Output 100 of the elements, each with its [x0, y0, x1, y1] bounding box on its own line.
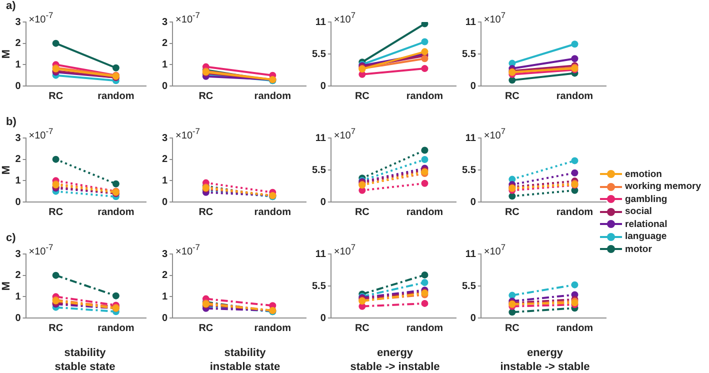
legend-label: motor	[625, 244, 652, 255]
y-tick-label: 0	[470, 196, 476, 208]
annotation: ×10$^{7}$	[334, 10, 356, 26]
x-tick-label: random	[254, 90, 292, 102]
y-tick-label: 0	[320, 80, 326, 92]
x-tick-label: random	[98, 206, 134, 218]
x-tick-label: RC	[48, 206, 64, 218]
y-tick-label: 0	[162, 312, 168, 324]
y-tick-label: 0	[470, 312, 476, 324]
legend-label: relational	[625, 218, 668, 230]
y-tick-label: 0	[15, 196, 22, 208]
annotation: ×10$^{7}$	[334, 126, 356, 142]
point	[421, 271, 428, 278]
x-axis-title: energy instable -> stable	[499, 346, 591, 373]
x-tick-label: random	[254, 322, 292, 334]
y-tick-label: 1	[162, 291, 168, 302]
point	[421, 279, 428, 286]
annotation: ×10$^{-7}$	[28, 126, 54, 142]
x-tick-label: RC	[48, 322, 64, 334]
point	[421, 65, 428, 72]
annotation: ×10$^{-7}$	[176, 126, 200, 142]
point	[52, 156, 60, 163]
y-tick-label: 1	[162, 175, 168, 186]
x-tick-label: random	[556, 322, 594, 334]
y-tick-label: 1	[15, 291, 22, 302]
annotation: ×10$^{-7}$	[28, 10, 54, 26]
y-tick-label: 5.5	[462, 48, 476, 60]
annotation: ×10$^{-7}$	[28, 242, 54, 258]
x-tick-label: RC	[48, 90, 64, 102]
y-tick-label: 3	[15, 16, 22, 28]
x-tick-label: random	[98, 322, 134, 334]
y-tick-label: 1	[162, 59, 168, 70]
x-tick-label: random	[556, 206, 594, 218]
x-tick-label: random	[406, 322, 444, 334]
point	[112, 292, 120, 300]
legend-label: social	[625, 206, 652, 218]
point	[112, 64, 120, 72]
y-tick-label: 2	[162, 270, 168, 282]
y-tick-label: 11	[315, 132, 326, 144]
y-tick-label: 0	[162, 196, 168, 208]
point	[421, 48, 428, 56]
annotation: ×10$^{7}$	[334, 242, 356, 258]
annotation: ×10$^{-7}$	[176, 10, 200, 26]
annotation: ×10$^{7}$	[484, 10, 506, 26]
point	[52, 272, 60, 279]
y-tick-label: 5.5	[312, 164, 326, 176]
point	[508, 292, 516, 299]
x-tick-label: random	[556, 90, 594, 102]
y-tick-label: 0	[15, 80, 22, 92]
y-tick-label: 2	[15, 270, 22, 282]
point	[421, 300, 428, 307]
point	[421, 180, 428, 187]
point	[571, 281, 578, 288]
point	[421, 156, 428, 164]
y-tick-label: 11	[315, 16, 326, 28]
point	[571, 157, 578, 164]
y-tick-label: 11	[465, 248, 476, 260]
x-tick-label: RC	[198, 90, 214, 102]
y-tick-label: 1	[15, 59, 22, 70]
y-tick-label: 3	[15, 248, 22, 260]
point	[421, 38, 428, 46]
point	[571, 40, 578, 48]
y-tick-label: 11	[315, 248, 326, 260]
y-tick-label: 2	[15, 38, 22, 50]
y-tick-label: 3	[162, 248, 168, 260]
x-tick-label: RC	[504, 90, 520, 102]
y-tick-label: 0	[15, 312, 22, 324]
y-tick-label: 2	[15, 154, 22, 166]
x-tick-label: RC	[198, 206, 214, 218]
annotation: ×10$^{-7}$	[176, 242, 200, 258]
y-tick-label: 0	[470, 80, 476, 92]
y-axis-title: M	[0, 281, 13, 291]
y-tick-label: 0	[320, 196, 326, 208]
point	[52, 40, 60, 47]
x-axis-title: stability stable state	[54, 346, 116, 373]
legend-label: working memory	[625, 181, 702, 192]
chart-title: b)	[6, 116, 16, 128]
x-axis-title: stability instable state	[208, 346, 282, 373]
y-tick-label: 5.5	[312, 280, 326, 292]
point	[421, 55, 428, 62]
y-tick-label: 5.5	[462, 164, 476, 176]
y-tick-label: 11	[465, 132, 476, 144]
legend-label: language	[625, 231, 667, 242]
legend-label: gambling	[625, 194, 668, 205]
y-tick-label: 0	[320, 312, 326, 324]
x-tick-label: random	[98, 90, 134, 102]
annotation: ×10$^{7}$	[484, 242, 506, 258]
point	[421, 146, 428, 154]
x-tick-label: RC	[354, 206, 370, 218]
legend-label: emotion	[625, 168, 662, 180]
x-axis-title: energy stable -> instable	[349, 346, 441, 373]
x-tick-label: RC	[354, 322, 370, 334]
y-axis-title: M	[0, 49, 13, 59]
y-tick-label: 2	[162, 38, 168, 50]
y-tick-label: 2	[162, 154, 168, 166]
annotation: ×10$^{7}$	[484, 126, 506, 142]
point	[571, 55, 578, 62]
point	[571, 169, 578, 176]
y-tick-label: 3	[162, 16, 168, 28]
point	[508, 192, 516, 200]
